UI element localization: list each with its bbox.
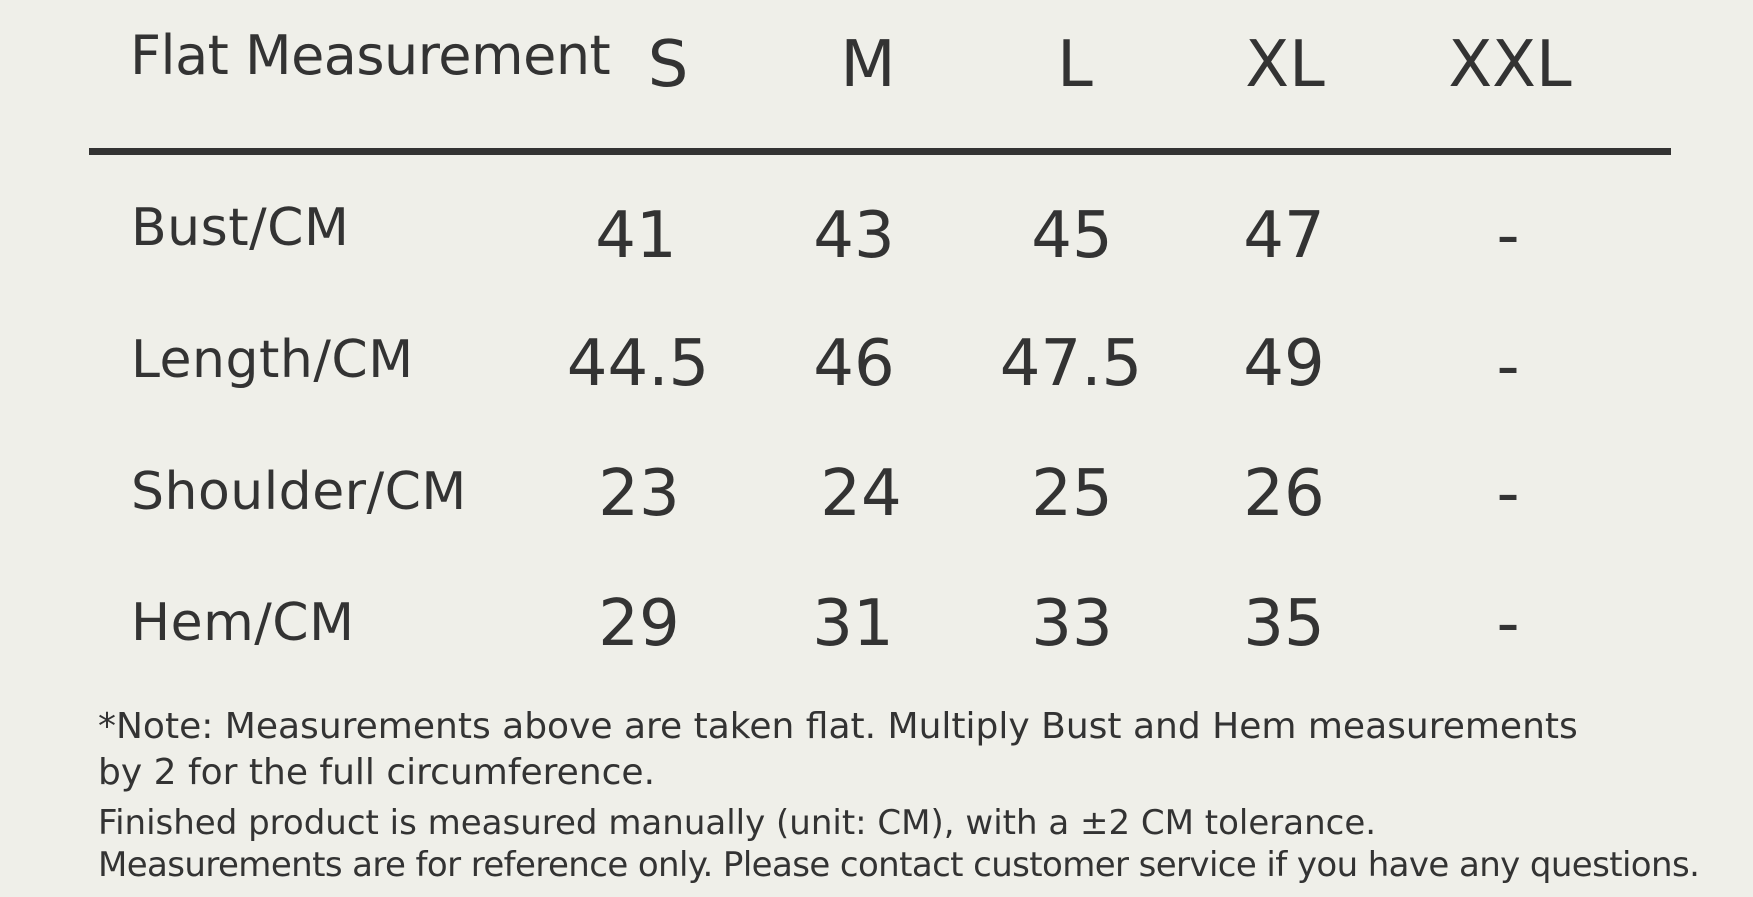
row-label-bust: Bust/CM [131, 198, 350, 258]
table-cell: 35 [1243, 587, 1325, 661]
note-line-3: Finished product is measured manually (u… [98, 803, 1377, 843]
table-cell: 43 [813, 199, 895, 273]
row-label-hem: Hem/CM [131, 593, 355, 653]
size-header-s: S [647, 28, 689, 102]
table-cell: 45 [1031, 199, 1113, 273]
table-cell: - [1496, 587, 1520, 661]
size-header-m: M [840, 28, 896, 102]
size-header-xl: XL [1245, 28, 1325, 102]
table-cell: 47 [1243, 199, 1325, 273]
table-cell: 47.5 [999, 327, 1143, 401]
table-cell: 44.5 [566, 327, 710, 401]
table-cell: 31 [812, 587, 894, 661]
header-divider [89, 148, 1671, 155]
table-cell: 25 [1031, 457, 1113, 531]
note-line-2: by 2 for the full circumference. [98, 752, 656, 793]
table-cell: 26 [1243, 457, 1325, 531]
table-cell: 33 [1031, 587, 1113, 661]
table-cell: - [1496, 199, 1520, 273]
table-cell: 24 [820, 457, 902, 531]
table-cell: - [1496, 457, 1520, 531]
row-label-length: Length/CM [131, 330, 414, 390]
row-label-shoulder: Shoulder/CM [131, 462, 467, 522]
corner-label: Flat Measurement [130, 24, 611, 87]
size-header-l: L [1057, 28, 1093, 102]
table-cell: 49 [1243, 327, 1325, 401]
size-header-xxl: XXL [1448, 28, 1572, 102]
table-cell: 41 [595, 199, 677, 273]
table-cell: 29 [598, 587, 680, 661]
note-line-1: *Note: Measurements above are taken flat… [98, 706, 1578, 747]
note-line-4: Measurements are for reference only. Ple… [98, 845, 1700, 885]
table-cell: - [1496, 330, 1520, 404]
table-cell: 23 [598, 457, 680, 531]
table-header: Flat Measurement S M L XL XXL [0, 0, 1753, 130]
table-cell: 46 [813, 327, 895, 401]
